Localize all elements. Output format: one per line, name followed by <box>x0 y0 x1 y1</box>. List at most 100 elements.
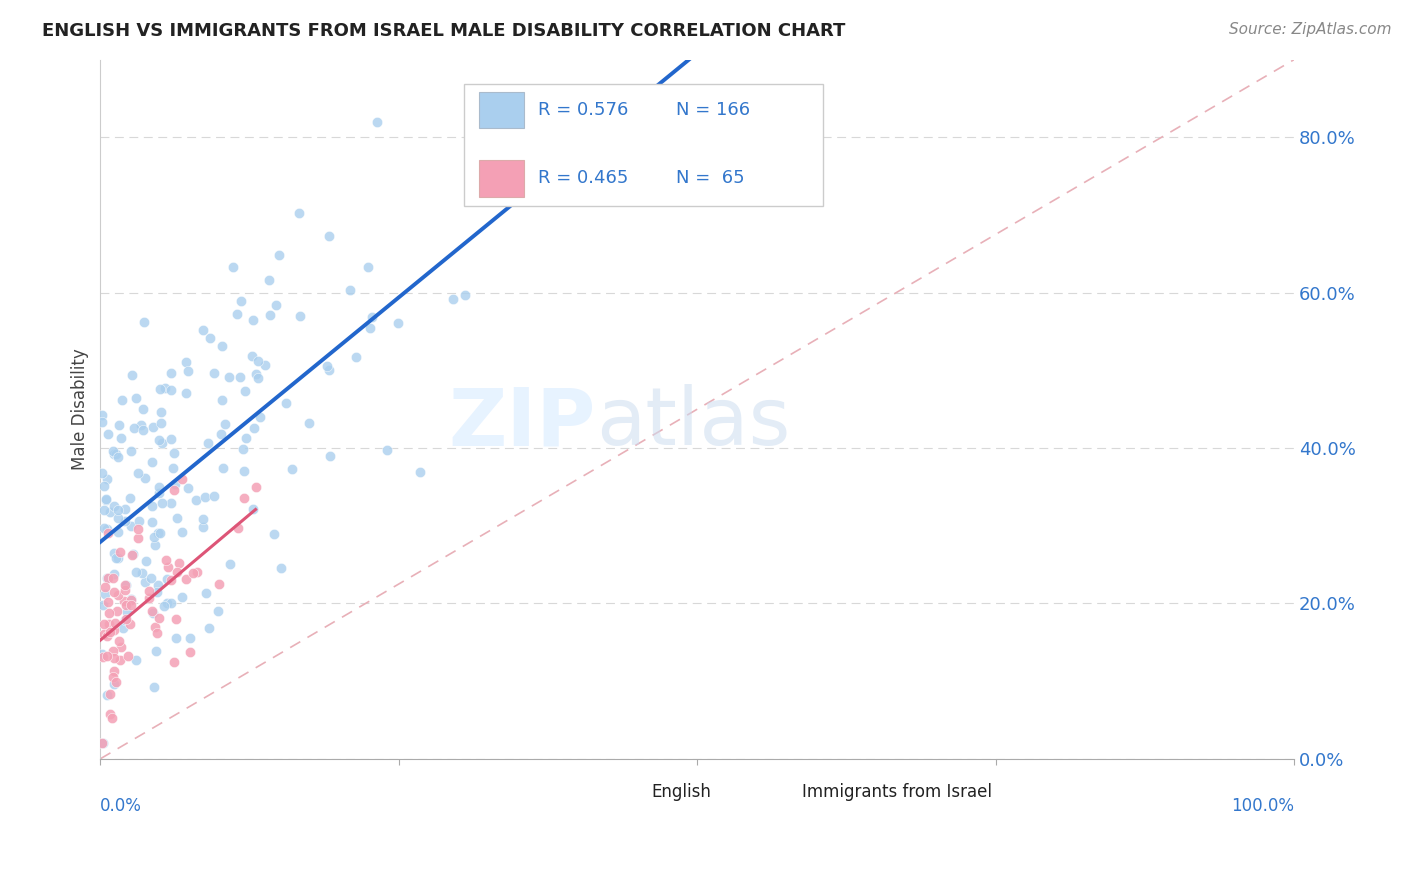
Point <box>375 443 398 458</box>
Point <box>120 592 142 607</box>
Point <box>212 461 235 475</box>
Point <box>344 350 367 364</box>
Point <box>149 525 172 540</box>
Point <box>96 522 118 536</box>
Point <box>93 649 115 664</box>
Bar <box>620 782 645 801</box>
Point <box>179 645 201 659</box>
Point <box>101 711 124 725</box>
Point <box>107 589 129 603</box>
Point <box>160 432 183 446</box>
Point <box>166 565 188 579</box>
Point <box>194 490 217 504</box>
Text: R = 0.465: R = 0.465 <box>538 169 628 187</box>
Point <box>115 598 138 612</box>
Point <box>162 460 184 475</box>
Point <box>114 612 136 626</box>
Point <box>232 491 254 506</box>
Point <box>103 567 125 582</box>
Point <box>141 499 163 513</box>
Point <box>163 446 186 460</box>
Point <box>318 228 340 243</box>
Point <box>96 571 118 585</box>
Point <box>128 514 150 528</box>
Point <box>245 367 267 381</box>
Bar <box>479 92 524 128</box>
Point <box>233 384 256 398</box>
Point <box>225 307 247 321</box>
Point <box>103 650 125 665</box>
Text: atlas: atlas <box>596 384 790 462</box>
Text: 0.0%: 0.0% <box>100 797 142 815</box>
Point <box>138 584 160 599</box>
Point <box>240 349 263 363</box>
Point <box>112 621 135 635</box>
Point <box>159 573 181 587</box>
Point <box>131 566 153 581</box>
Point <box>259 308 281 322</box>
Point <box>163 483 186 497</box>
Point <box>218 370 240 384</box>
Point <box>124 420 146 434</box>
Point <box>174 573 197 587</box>
Bar <box>769 782 796 801</box>
Point <box>141 515 163 529</box>
Point <box>454 288 477 302</box>
Point <box>103 643 125 657</box>
Point <box>274 395 297 409</box>
Point <box>146 526 169 541</box>
Point <box>110 545 132 559</box>
Point <box>143 619 166 633</box>
Point <box>90 466 112 480</box>
Point <box>226 521 249 535</box>
Point <box>134 470 156 484</box>
Point <box>249 410 271 425</box>
Point <box>339 283 361 297</box>
Point <box>103 677 125 691</box>
Point <box>359 321 381 335</box>
Point <box>167 556 190 570</box>
Point <box>141 603 163 617</box>
Point <box>298 416 321 430</box>
Point <box>96 471 118 485</box>
Point <box>97 607 120 621</box>
Point <box>121 547 143 561</box>
Point <box>115 578 138 592</box>
Point <box>214 417 236 431</box>
Point <box>194 586 217 600</box>
Point <box>146 578 169 592</box>
Point <box>150 436 173 450</box>
Point <box>179 631 201 645</box>
Point <box>163 477 186 491</box>
Point <box>98 687 121 701</box>
Point <box>107 550 129 565</box>
Point <box>191 512 214 526</box>
Point <box>107 450 129 464</box>
Text: N =  65: N = 65 <box>676 169 744 187</box>
Point <box>264 298 287 312</box>
Point <box>120 598 142 612</box>
Text: R = 0.576: R = 0.576 <box>538 101 628 119</box>
Point <box>186 566 208 580</box>
Point <box>117 648 139 663</box>
Point <box>97 526 120 541</box>
Point <box>93 479 115 493</box>
Point <box>120 593 142 607</box>
Point <box>208 577 231 591</box>
Point <box>242 313 264 327</box>
Point <box>108 653 131 667</box>
Point <box>94 493 117 508</box>
Point <box>103 546 125 560</box>
Text: ZIP: ZIP <box>449 384 596 462</box>
Point <box>263 527 285 541</box>
Point <box>127 522 149 536</box>
Point <box>218 557 240 571</box>
Point <box>132 316 155 330</box>
Point <box>318 363 340 377</box>
Point <box>110 431 132 445</box>
Point <box>132 402 155 417</box>
Point <box>191 323 214 337</box>
Point <box>107 524 129 539</box>
Point <box>270 561 292 575</box>
Point <box>211 339 233 353</box>
